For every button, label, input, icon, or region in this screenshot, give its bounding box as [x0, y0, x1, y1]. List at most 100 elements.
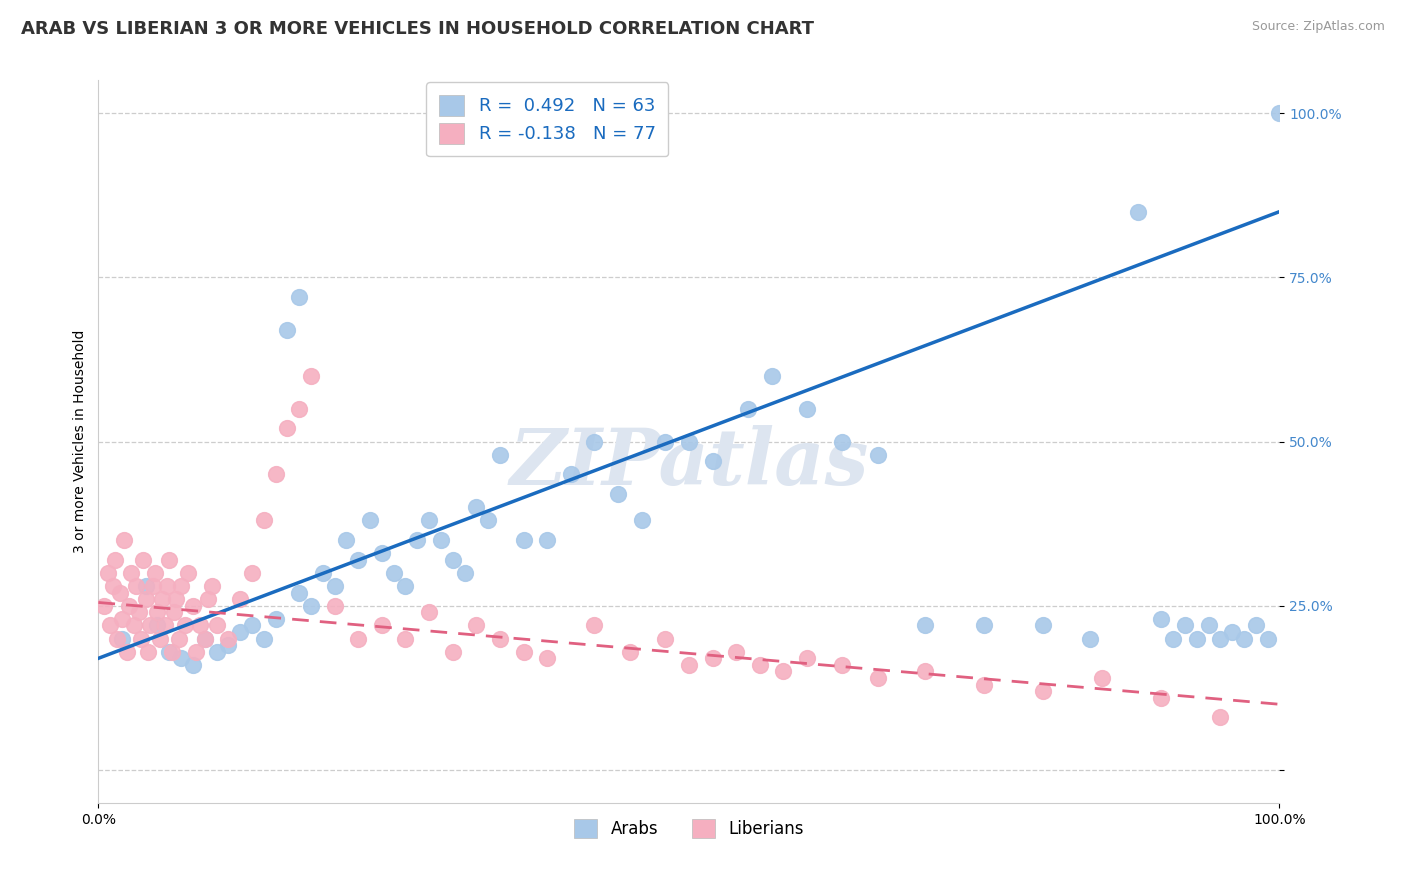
Point — [121, 566, 143, 580]
Point — [1161, 632, 1184, 646]
Point — [725, 645, 748, 659]
Point — [101, 579, 124, 593]
Point — [1244, 618, 1267, 632]
Point — [118, 599, 141, 613]
Point — [1198, 618, 1220, 632]
Point — [335, 533, 357, 547]
Point — [288, 290, 311, 304]
Point — [866, 448, 889, 462]
Point — [136, 645, 159, 659]
Point — [312, 566, 335, 580]
Point — [1174, 618, 1197, 632]
Point — [163, 605, 186, 619]
Point — [702, 454, 724, 468]
Point — [253, 632, 276, 646]
Point — [607, 487, 630, 501]
Point — [139, 618, 162, 632]
Point — [914, 665, 936, 679]
Legend: Arabs, Liberians: Arabs, Liberians — [568, 813, 810, 845]
Point — [371, 618, 394, 632]
Point — [453, 566, 475, 580]
Point — [418, 513, 440, 527]
Point — [1268, 106, 1291, 120]
Point — [264, 467, 287, 482]
Text: ZIPatlas: ZIPatlas — [509, 425, 869, 501]
Point — [654, 632, 676, 646]
Point — [150, 592, 173, 607]
Point — [1209, 632, 1232, 646]
Point — [104, 553, 127, 567]
Point — [1220, 625, 1243, 640]
Point — [560, 467, 582, 482]
Point — [371, 546, 394, 560]
Point — [796, 401, 818, 416]
Point — [796, 651, 818, 665]
Point — [129, 632, 152, 646]
Point — [115, 645, 138, 659]
Point — [98, 618, 121, 632]
Point — [772, 665, 794, 679]
Point — [157, 645, 180, 659]
Point — [276, 323, 298, 337]
Point — [299, 599, 322, 613]
Point — [240, 566, 263, 580]
Point — [512, 645, 534, 659]
Point — [430, 533, 453, 547]
Point — [536, 533, 558, 547]
Point — [229, 625, 252, 640]
Point — [1233, 632, 1256, 646]
Point — [143, 566, 166, 580]
Point — [146, 605, 169, 619]
Point — [630, 513, 652, 527]
Point — [156, 579, 179, 593]
Point — [1257, 632, 1279, 646]
Point — [153, 618, 176, 632]
Point — [489, 448, 512, 462]
Point — [135, 579, 157, 593]
Text: ARAB VS LIBERIAN 3 OR MORE VEHICLES IN HOUSEHOLD CORRELATION CHART: ARAB VS LIBERIAN 3 OR MORE VEHICLES IN H… — [21, 20, 814, 37]
Point — [181, 657, 204, 672]
Point — [170, 579, 193, 593]
Y-axis label: 3 or more Vehicles in Household: 3 or more Vehicles in Household — [73, 330, 87, 553]
Point — [240, 618, 263, 632]
Point — [477, 513, 499, 527]
Point — [157, 553, 180, 567]
Point — [1209, 710, 1232, 724]
Point — [128, 605, 150, 619]
Point — [973, 677, 995, 691]
Point — [160, 645, 183, 659]
Point — [299, 368, 322, 383]
Point — [323, 579, 346, 593]
Point — [201, 579, 224, 593]
Point — [135, 592, 157, 607]
Point — [253, 513, 276, 527]
Point — [347, 553, 370, 567]
Point — [1080, 632, 1102, 646]
Point — [583, 618, 606, 632]
Point — [288, 585, 311, 599]
Point — [165, 592, 187, 607]
Point — [194, 632, 217, 646]
Point — [217, 632, 239, 646]
Point — [288, 401, 311, 416]
Point — [105, 632, 128, 646]
Point — [619, 645, 641, 659]
Point — [108, 585, 131, 599]
Point — [111, 632, 134, 646]
Point — [678, 657, 700, 672]
Point — [93, 599, 115, 613]
Point — [489, 632, 512, 646]
Point — [177, 566, 200, 580]
Point — [914, 618, 936, 632]
Point — [382, 566, 405, 580]
Point — [678, 434, 700, 449]
Point — [323, 599, 346, 613]
Point — [702, 651, 724, 665]
Point — [512, 533, 534, 547]
Point — [181, 599, 204, 613]
Point — [217, 638, 239, 652]
Point — [465, 618, 488, 632]
Point — [122, 618, 145, 632]
Point — [276, 421, 298, 435]
Point — [536, 651, 558, 665]
